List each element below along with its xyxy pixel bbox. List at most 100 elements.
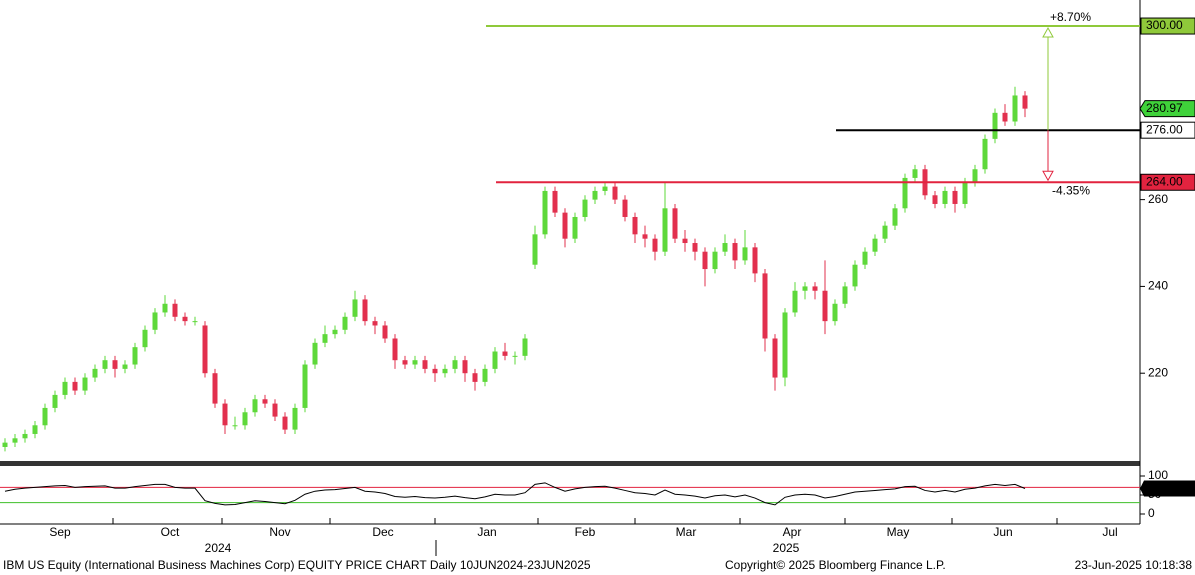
candle-body — [702, 251, 708, 270]
candle-body — [62, 381, 68, 395]
candle-body — [672, 208, 678, 239]
candle-body — [342, 316, 348, 330]
candle-body — [652, 238, 658, 252]
candle-body — [852, 264, 858, 287]
candle-body — [942, 190, 948, 204]
candle-body — [382, 325, 388, 339]
level-label: 276.00 — [1146, 122, 1183, 136]
year-label: 2025 — [773, 541, 800, 555]
x-tick-label: Feb — [575, 525, 596, 539]
candle-body — [592, 190, 598, 200]
candle-body — [482, 368, 488, 382]
candle-body — [532, 234, 538, 265]
level-label: 264.00 — [1146, 174, 1183, 188]
footer-timestamp: 23-Jun-2025 10:18:38 — [1075, 558, 1193, 572]
level-label: 300.00 — [1146, 18, 1183, 32]
candle-body — [452, 360, 458, 369]
candle-body — [772, 338, 778, 378]
candle-body — [972, 169, 978, 183]
candle-body — [902, 177, 908, 209]
candle-body — [892, 208, 898, 226]
candle-body — [142, 329, 148, 348]
candle-body — [712, 251, 718, 270]
candle-body — [302, 364, 308, 408]
candle-body — [752, 247, 758, 274]
candle-body — [212, 373, 218, 404]
rsi-last-box — [1140, 480, 1195, 497]
rsi-last-label: 67.1515 — [1145, 481, 1189, 495]
candle-body — [232, 425, 238, 427]
candle-body — [272, 403, 278, 417]
footer-description: IBM US Equity (International Business Ma… — [3, 558, 591, 572]
candle-body — [762, 273, 768, 339]
candle-body — [292, 407, 298, 430]
candle-body — [32, 425, 38, 434]
candle-body — [432, 368, 438, 374]
candle-body — [642, 234, 648, 239]
candle-body — [182, 316, 188, 322]
candle-body — [312, 342, 318, 365]
candle-body — [542, 190, 548, 235]
candle-body — [802, 286, 808, 291]
candle-body — [722, 243, 728, 252]
candle-body — [92, 368, 98, 378]
level-label-box — [1140, 173, 1195, 191]
candle-body — [172, 303, 178, 317]
candle-body — [572, 216, 578, 239]
candle-body — [882, 225, 888, 239]
candle-body — [122, 364, 128, 369]
candle-body — [102, 360, 108, 369]
candle-body — [992, 112, 998, 139]
loss-annotation: -4.35% — [1052, 183, 1090, 197]
candle-body — [732, 243, 738, 261]
level-label-box — [1140, 121, 1195, 139]
candle-body — [372, 321, 378, 326]
footer-copyright: Copyright© 2025 Bloomberg Finance L.P. — [725, 558, 946, 572]
x-tick-label: Jan — [477, 525, 496, 539]
candle-body — [1012, 95, 1018, 122]
x-tick-label: Nov — [269, 525, 290, 539]
candle-body — [222, 403, 228, 426]
x-tick-label: Oct — [161, 525, 180, 539]
y-tick-label: 220 — [1148, 365, 1168, 379]
candle-body — [422, 360, 428, 369]
last-price-box — [1139, 100, 1195, 118]
candle-body — [12, 438, 18, 443]
rsi-tick-label: 100 — [1148, 468, 1168, 482]
candle-body — [982, 138, 988, 170]
candle-body — [822, 290, 828, 322]
candle-body — [492, 351, 498, 369]
candle-body — [112, 360, 118, 369]
candle-body — [602, 186, 608, 191]
rsi-tick-label: 0 — [1148, 506, 1155, 520]
candle-body — [152, 312, 158, 330]
candle-body — [622, 199, 628, 217]
candle-body — [552, 190, 558, 213]
candle-body — [1002, 112, 1008, 122]
candle-body — [162, 303, 168, 313]
candle-body — [932, 195, 938, 204]
candle-body — [242, 412, 248, 426]
candle-body — [192, 321, 198, 323]
candle-body — [662, 208, 668, 252]
candle-body — [612, 186, 618, 200]
candle-body — [72, 381, 78, 391]
candle-body — [472, 373, 478, 382]
candle-body — [962, 182, 968, 204]
candle-body — [1022, 95, 1028, 109]
x-tick-label: Jun — [993, 525, 1012, 539]
level-label-box — [1140, 17, 1195, 35]
candle-body — [262, 399, 268, 404]
x-tick-label: May — [887, 525, 910, 539]
x-tick-label: Mar — [676, 525, 697, 539]
panel-divider — [0, 461, 1140, 466]
candle-body — [322, 334, 328, 343]
candle-body — [582, 199, 588, 217]
candle-body — [812, 286, 818, 291]
candle-body — [392, 338, 398, 361]
candle-body — [692, 243, 698, 252]
x-tick-label: Jul — [1102, 525, 1117, 539]
candle-body — [502, 351, 508, 356]
rsi-line — [4, 482, 1026, 506]
candle-body — [632, 216, 638, 235]
